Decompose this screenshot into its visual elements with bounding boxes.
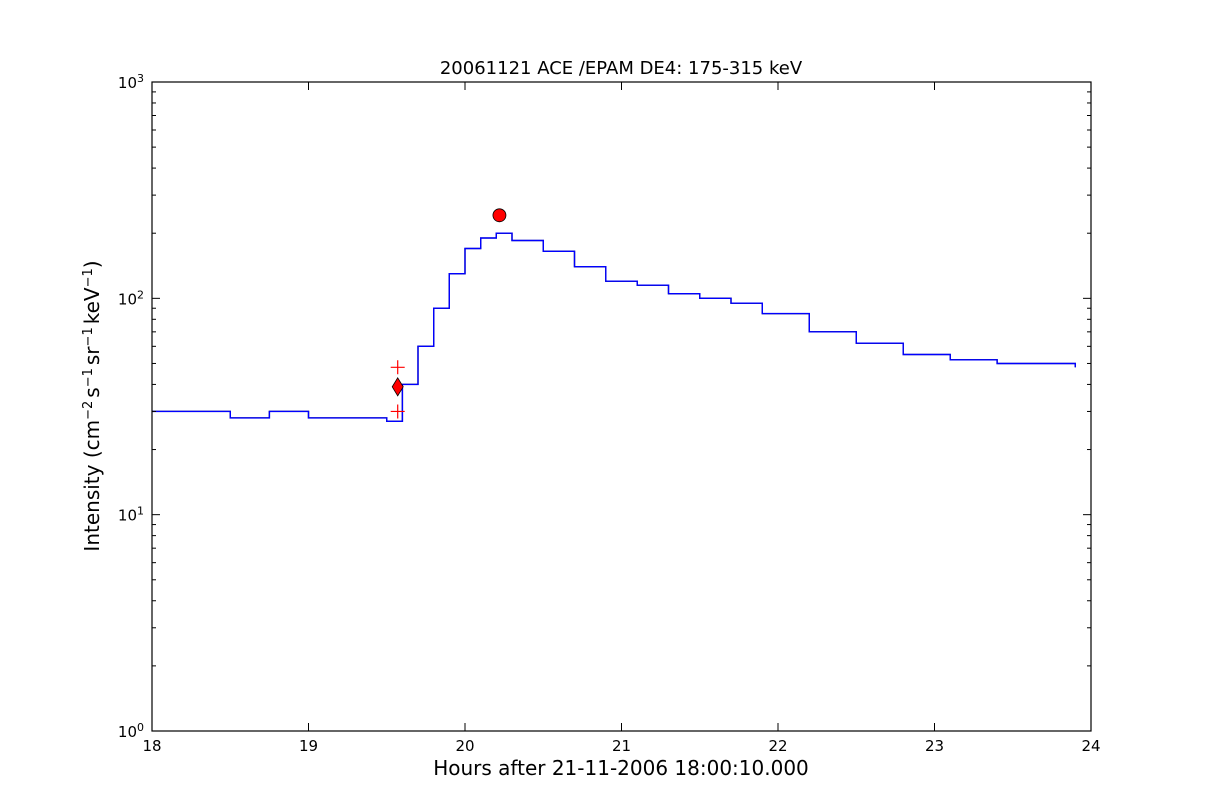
marker-onset-lower bbox=[390, 404, 405, 419]
y-tick-label: 103 bbox=[118, 72, 144, 93]
x-tick-label: 23 bbox=[925, 737, 944, 755]
y-tick-label: 102 bbox=[118, 288, 144, 309]
plot-background bbox=[152, 82, 1091, 731]
marker-onset bbox=[391, 377, 404, 397]
x-axis-label: Hours after 21-11-2006 18:00:10.000 bbox=[433, 756, 809, 780]
x-tick-label: 24 bbox=[1081, 737, 1100, 755]
x-tick-label: 18 bbox=[142, 737, 161, 755]
x-tick-label: 22 bbox=[768, 737, 787, 755]
marker-onset-upper bbox=[390, 360, 405, 375]
y-tick-label: 101 bbox=[118, 504, 144, 525]
plot-frame bbox=[151, 81, 1092, 732]
marker-peak bbox=[492, 208, 507, 223]
series-layer bbox=[152, 232, 1076, 422]
y-tick-label: 100 bbox=[118, 721, 144, 742]
marker-layer bbox=[390, 208, 507, 419]
y-axis-label: Intensity (cm−2s−1sr−1keV−1) bbox=[80, 260, 104, 551]
x-tick-label: 21 bbox=[612, 737, 631, 755]
chart-title: 20061121 ACE /EPAM DE4: 175-315 keV bbox=[440, 58, 803, 79]
x-tick-label: 19 bbox=[299, 737, 318, 755]
series-smoothed-intensity bbox=[152, 232, 1076, 422]
x-tick-label: 20 bbox=[455, 737, 474, 755]
